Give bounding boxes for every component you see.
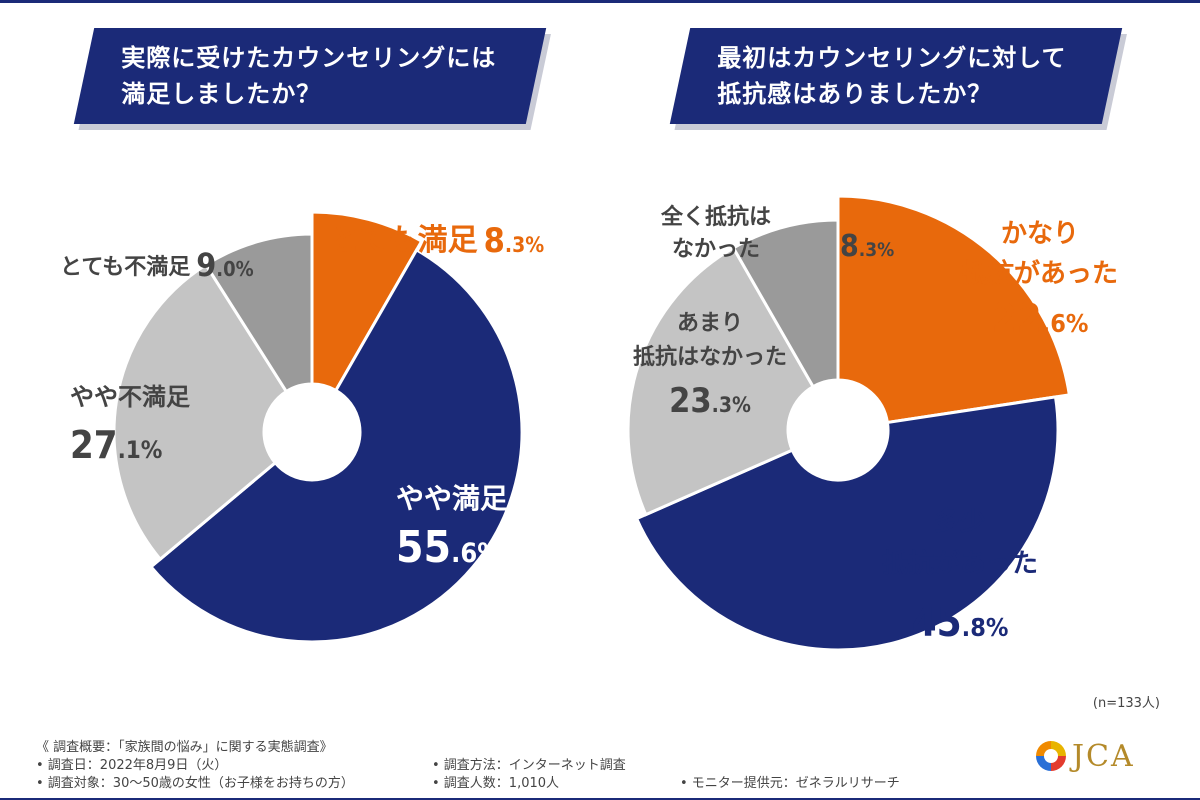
jca-logo: JCA [1036,735,1162,779]
slice-label: とても満足 [330,223,478,258]
sun-logo-icon [1036,741,1066,771]
slice-label: やや満足 [396,482,508,515]
slice-label: 全く抵抗は [660,204,771,230]
slice-percent: 8.3% [484,221,545,261]
donut-hole [264,384,360,480]
donut-chart-2: かなり抵抗があった22.6%多少抵抗があった45.8%あまり抵抗はなかった23.… [626,194,1118,652]
slice-percent: 9.0% [196,246,253,284]
bottom-rule [0,798,1200,800]
survey-target: • 調査対象：30〜50歳の女性（お子様をお持ちの方） [36,776,354,791]
survey-overview: 《 調査概要：「家族間の悩み」に関する実態調査》 [36,740,333,755]
monitor-provider: • モニター提供元：ゼネラルリサーチ [680,776,900,791]
survey-count: • 調査人数：1,010人 [432,776,560,791]
slice-percent: 22.6% [992,296,1089,342]
slice-percent: 8.3% [840,229,894,264]
slice-percent: 27.1% [70,423,162,467]
slice-label: 抵抗はなかった [633,344,787,370]
slice-percent: 55.6% [396,522,502,573]
survey-date: • 調査日：2022年8月9日（火） [36,758,228,773]
donut-chart-1: とても満足 8.3% やや満足 55.6% やや不満足 27.1% とても不満足 9.0% [60,210,545,644]
slice-label: とても不満足 [60,254,190,280]
slice-label: 抵抗があった [962,258,1118,289]
slice-label: やや不満足 [70,383,190,411]
slice-label: 抵抗があった [882,548,1038,579]
slice-label: なかった [672,237,760,262]
sample-size: (n=133人) [1092,696,1160,711]
logo-text: JCA [1072,739,1135,774]
top-rule [0,0,1200,3]
donut-hole [788,380,888,480]
slice-label: かなり [1001,219,1079,249]
slice-percent: 23.3% [669,381,751,421]
slice-label: あまり [677,311,743,336]
slice-label: 多少 [934,507,986,537]
survey-method: • 調査方法：インターネット調査 [432,758,626,773]
slice-percent: 45.8% [912,600,1009,646]
